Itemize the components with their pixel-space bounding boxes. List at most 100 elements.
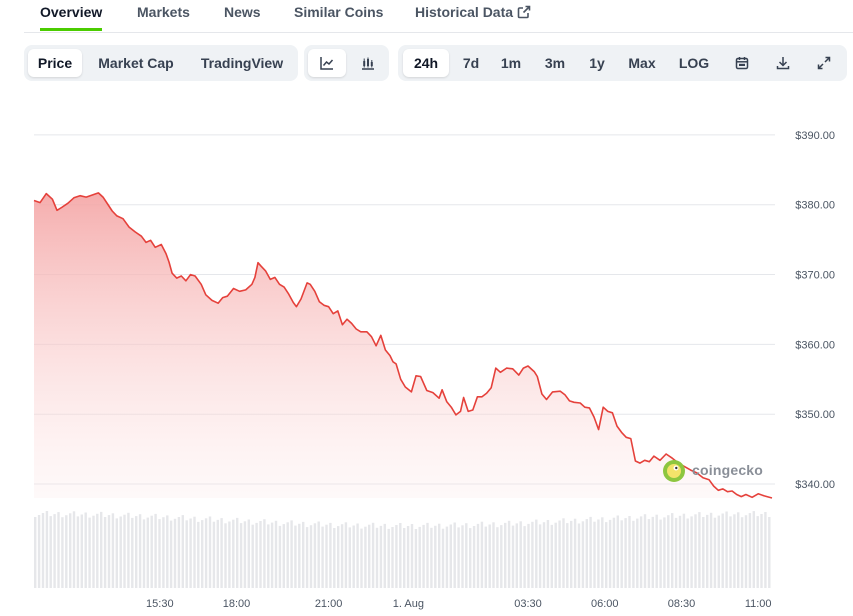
x-tick-label: 11:00 [745, 598, 772, 610]
range-24h-button[interactable]: 24h [403, 49, 449, 77]
volume-bar [391, 527, 394, 588]
volume-bar [309, 525, 313, 588]
volume-bar [352, 525, 355, 588]
volume-bar [263, 519, 266, 588]
y-tick-label: $340.00 [795, 479, 835, 491]
volume-bar [356, 523, 359, 588]
volume-bar [515, 523, 518, 588]
volume-bar [441, 528, 445, 588]
volume-bar [232, 519, 235, 588]
volume-bar [581, 521, 585, 588]
price-button[interactable]: Price [28, 49, 82, 77]
volume-bar [542, 522, 546, 588]
volume-bar [220, 518, 223, 588]
volume-bar [678, 515, 682, 588]
calendar-button[interactable] [726, 49, 758, 77]
volume-bar [340, 524, 344, 588]
volume-bar [274, 520, 278, 588]
range-1y-button[interactable]: 1y [589, 55, 605, 71]
tab-news[interactable]: News [224, 4, 261, 20]
volume-bar [371, 522, 375, 588]
volume-bar [628, 516, 631, 588]
volume-bar [166, 515, 169, 588]
range-3m-button[interactable]: 3m [544, 55, 566, 71]
volume-bar [663, 517, 666, 588]
volume-bar [406, 526, 410, 588]
range-1m-button[interactable]: 1m [500, 55, 522, 71]
volume-bar [636, 518, 639, 588]
volume-bar [740, 517, 744, 588]
tradingview-button[interactable]: TradingView [200, 55, 284, 71]
volume-bar [127, 512, 130, 588]
tab-markets[interactable]: Markets [137, 4, 190, 20]
volume-bar [193, 516, 196, 588]
volume-bar [34, 517, 37, 588]
y-tick-label: $390.00 [795, 130, 835, 142]
volume-bar [239, 523, 243, 588]
volume-bar [270, 522, 274, 588]
volume-bar [80, 514, 83, 588]
volume-bar [531, 521, 534, 588]
volume-bar [535, 519, 538, 588]
expand-button[interactable] [808, 49, 840, 77]
volume-bar [608, 519, 612, 588]
download-button[interactable] [767, 49, 799, 77]
range-max-button[interactable]: Max [628, 55, 656, 71]
log-scale-button[interactable]: LOG [678, 55, 710, 71]
volume-bar [298, 523, 301, 588]
volume-bar [286, 522, 289, 588]
volume-bar [647, 519, 651, 588]
volume-bar [119, 516, 122, 588]
volume-bar [146, 517, 149, 588]
volume-bar [566, 523, 569, 588]
volume-bar [465, 523, 468, 588]
tab-historical-data[interactable]: Historical Data [415, 4, 531, 31]
tab-similar-coins[interactable]: Similar Coins [294, 4, 384, 20]
volume-bar [492, 522, 495, 588]
volume-bar [709, 512, 713, 588]
volume-bar [469, 528, 472, 588]
volume-bar [290, 520, 293, 588]
y-tick-label: $350.00 [795, 409, 835, 421]
volume-bar [201, 520, 204, 588]
volume-bar [616, 515, 619, 588]
volume-bar [698, 512, 701, 588]
volume-bar [605, 522, 608, 588]
volume-bar [135, 516, 138, 588]
volume-bar [379, 525, 383, 588]
tab-overview[interactable]: Overview [40, 4, 103, 31]
volume-bar [674, 517, 678, 588]
volume-bar [554, 522, 557, 588]
volume-bar [243, 521, 247, 588]
volume-bar [302, 521, 305, 588]
volume-bar [236, 517, 239, 588]
candlestick-chart-button[interactable] [349, 49, 387, 77]
volume-bar [45, 511, 49, 588]
volume-bar [601, 517, 604, 588]
volume-bar [360, 528, 363, 588]
volume-bar [387, 528, 390, 588]
line-chart-button[interactable] [308, 49, 346, 77]
volume-bar [169, 520, 173, 588]
volume-bar [519, 521, 522, 588]
range-7d-button[interactable]: 7d [462, 55, 480, 71]
volume-bar [325, 524, 328, 588]
volume-bar [181, 515, 184, 588]
volume-bar [162, 517, 165, 588]
volume-bar [76, 516, 80, 588]
volume-bar [344, 522, 348, 588]
volume-bar [434, 525, 437, 588]
volume-bar [721, 513, 724, 588]
volume-bar [496, 527, 499, 588]
volume-bar [395, 525, 398, 588]
top-tab-bar: Overview Markets News Similar Coins Hist… [24, 0, 853, 33]
volume-bar [632, 520, 635, 588]
volume-bar [500, 525, 503, 588]
external-link-icon [517, 5, 531, 22]
volume-bar [348, 527, 351, 588]
volume-bar [671, 513, 674, 588]
volume-bar [251, 524, 254, 588]
market-cap-button[interactable]: Market Cap [98, 55, 174, 71]
volume-bar [329, 522, 332, 588]
volume-bar [410, 524, 414, 588]
